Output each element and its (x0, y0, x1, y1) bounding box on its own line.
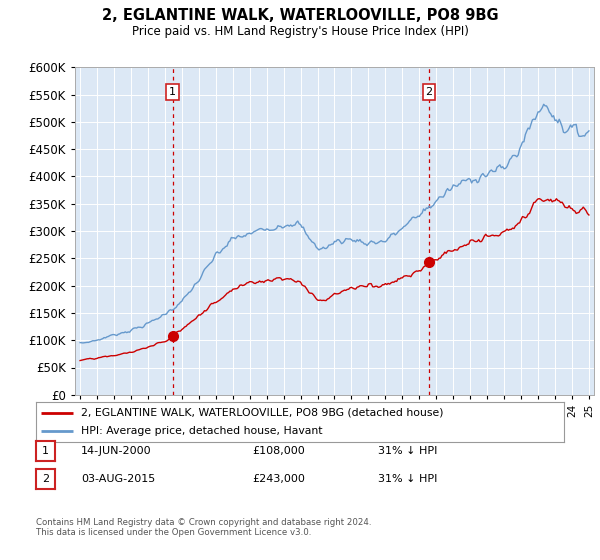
Text: 31% ↓ HPI: 31% ↓ HPI (378, 446, 437, 456)
Text: 31% ↓ HPI: 31% ↓ HPI (378, 474, 437, 484)
Text: 2, EGLANTINE WALK, WATERLOOVILLE, PO8 9BG: 2, EGLANTINE WALK, WATERLOOVILLE, PO8 9B… (101, 8, 499, 24)
Text: 2: 2 (425, 87, 433, 97)
Text: £243,000: £243,000 (252, 474, 305, 484)
Text: 03-AUG-2015: 03-AUG-2015 (81, 474, 155, 484)
Text: 14-JUN-2000: 14-JUN-2000 (81, 446, 152, 456)
Text: 2, EGLANTINE WALK, WATERLOOVILLE, PO8 9BG (detached house): 2, EGLANTINE WALK, WATERLOOVILLE, PO8 9B… (81, 408, 443, 418)
Text: £108,000: £108,000 (252, 446, 305, 456)
Text: Price paid vs. HM Land Registry's House Price Index (HPI): Price paid vs. HM Land Registry's House … (131, 25, 469, 38)
Text: 1: 1 (169, 87, 176, 97)
Text: Contains HM Land Registry data © Crown copyright and database right 2024.
This d: Contains HM Land Registry data © Crown c… (36, 518, 371, 538)
Text: 1: 1 (42, 446, 49, 456)
Text: HPI: Average price, detached house, Havant: HPI: Average price, detached house, Hava… (81, 426, 322, 436)
Text: 2: 2 (42, 474, 49, 484)
